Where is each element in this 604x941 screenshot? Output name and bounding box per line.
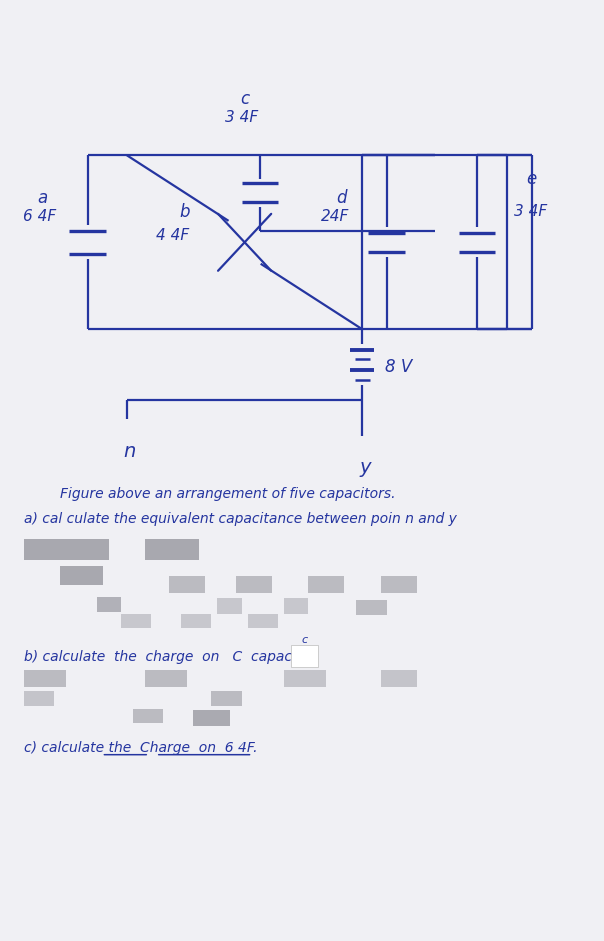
FancyBboxPatch shape [381,670,417,687]
FancyBboxPatch shape [217,598,242,614]
Text: y: y [359,458,371,477]
FancyBboxPatch shape [133,709,163,723]
FancyBboxPatch shape [24,691,54,706]
FancyBboxPatch shape [145,670,187,687]
Text: b) calculate  the  charge  on   C  capacitor.: b) calculate the charge on C capacitor. [24,650,319,663]
FancyBboxPatch shape [284,598,308,614]
FancyBboxPatch shape [284,670,326,687]
FancyBboxPatch shape [291,645,318,667]
FancyBboxPatch shape [356,600,387,615]
Text: a: a [37,188,47,207]
FancyBboxPatch shape [381,576,417,593]
Text: Figure above an arrangement of five capacitors.: Figure above an arrangement of five capa… [60,487,396,501]
FancyBboxPatch shape [60,566,103,585]
Text: c: c [240,89,249,108]
FancyBboxPatch shape [24,539,109,560]
Text: b: b [179,202,190,221]
Text: 24F: 24F [321,209,349,224]
FancyBboxPatch shape [193,710,230,726]
FancyBboxPatch shape [248,614,278,628]
Text: 4 4F: 4 4F [156,228,188,243]
FancyBboxPatch shape [169,576,205,593]
FancyBboxPatch shape [145,539,199,560]
Text: c: c [301,635,307,645]
FancyBboxPatch shape [308,576,344,593]
FancyBboxPatch shape [97,597,121,612]
Text: n: n [124,442,136,461]
Text: e: e [527,169,536,188]
Text: d: d [336,188,347,207]
FancyBboxPatch shape [121,614,151,628]
FancyBboxPatch shape [236,576,272,593]
FancyBboxPatch shape [24,670,66,687]
Text: 8 V: 8 V [385,358,413,376]
Text: c) calculate the  Charge  on  6 4F.: c) calculate the Charge on 6 4F. [24,742,258,755]
Text: 3 4F: 3 4F [514,204,547,219]
FancyBboxPatch shape [181,614,211,628]
Text: 3 4F: 3 4F [225,110,258,125]
Text: 6 4F: 6 4F [23,209,56,224]
FancyBboxPatch shape [211,691,242,706]
Text: a) cal culate the equivalent capacitance between poin n and y: a) cal culate the equivalent capacitance… [24,513,457,526]
